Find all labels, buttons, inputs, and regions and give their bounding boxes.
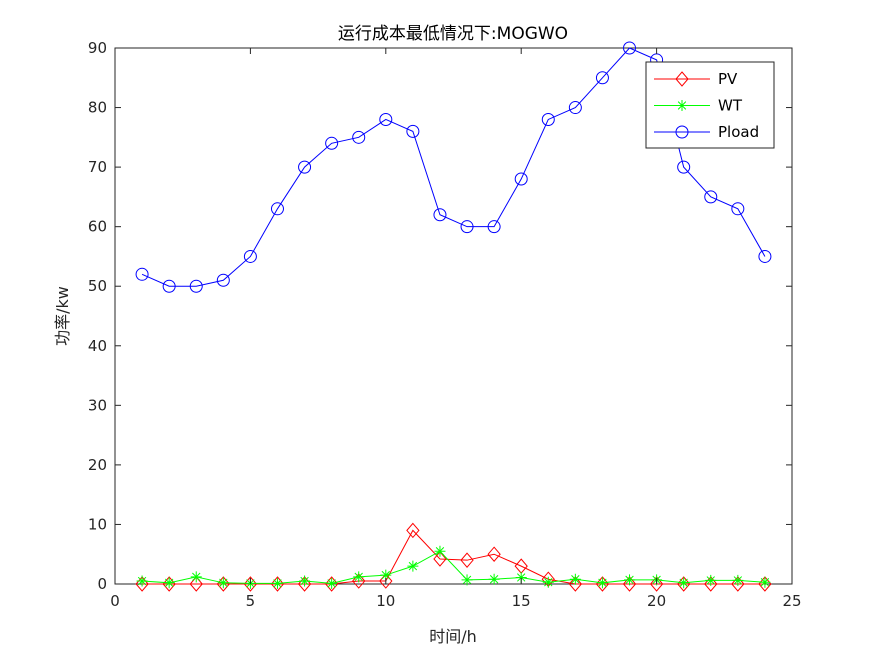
data-point-wt	[542, 576, 554, 588]
x-tick-label: 10	[376, 592, 395, 610]
data-point-wt	[190, 571, 202, 583]
data-point-wt	[732, 574, 744, 586]
data-point-pload	[352, 130, 366, 144]
data-point-pload	[243, 249, 257, 263]
data-point-pv	[352, 573, 366, 589]
data-point-pload	[379, 112, 393, 126]
data-point-wt	[353, 571, 365, 583]
data-point-pload	[406, 124, 420, 138]
data-point-pload	[514, 172, 528, 186]
data-point-wt	[163, 577, 175, 589]
data-point-pload	[216, 273, 230, 287]
data-point-wt	[759, 576, 771, 588]
series-line-pv	[142, 529, 765, 585]
data-point-pload	[731, 202, 745, 216]
x-axis-label: 时间/h	[429, 627, 477, 646]
x-tick-label: 5	[246, 592, 256, 610]
x-tick-label: 15	[512, 592, 531, 610]
data-point-pv	[677, 576, 691, 592]
data-point-pload	[135, 267, 149, 281]
data-point-wt	[705, 574, 717, 586]
legend-marker-pload	[675, 125, 689, 139]
series-wt	[136, 545, 771, 589]
data-point-wt	[515, 571, 527, 583]
legend-marker-wt	[676, 100, 688, 111]
data-point-pv	[270, 576, 285, 592]
data-point-wt	[434, 545, 446, 557]
data-point-pv	[595, 576, 610, 592]
y-tick-label: 20	[88, 456, 107, 474]
data-point-wt	[678, 577, 690, 589]
legend-label-wt: WT	[718, 97, 743, 115]
data-point-pv	[324, 576, 339, 592]
data-point-wt	[624, 574, 636, 586]
legend-label-pload: Pload	[718, 123, 759, 141]
data-point-pv	[731, 576, 745, 592]
data-point-pload	[568, 101, 582, 115]
data-point-wt	[136, 575, 148, 587]
data-point-pv	[487, 546, 501, 562]
x-tick-label: 0	[110, 592, 120, 610]
data-point-wt	[596, 577, 608, 589]
data-point-pv	[704, 576, 718, 592]
data-point-pload	[677, 160, 691, 174]
data-point-pload	[541, 112, 555, 126]
data-point-wt	[407, 560, 419, 572]
data-point-pv	[189, 576, 203, 592]
x-tick-label: 25	[782, 592, 801, 610]
legend-label-pv: PV	[718, 70, 738, 88]
y-tick-label: 60	[88, 218, 107, 236]
y-tick-label: 90	[88, 39, 107, 57]
data-point-pload	[460, 220, 474, 234]
chart-title: 运行成本最低情况下:MOGWO	[338, 24, 568, 44]
data-point-wt	[326, 577, 338, 589]
data-point-pload	[189, 279, 203, 293]
data-point-wt	[461, 574, 473, 586]
y-tick-label: 0	[97, 575, 107, 593]
data-point-pv	[622, 576, 637, 592]
data-point-pv	[649, 576, 664, 592]
data-point-wt	[380, 569, 392, 581]
data-point-pload	[433, 208, 447, 222]
y-tick-label: 30	[88, 396, 107, 414]
data-point-wt	[488, 573, 500, 585]
data-point-wt	[217, 577, 229, 589]
y-tick-label: 80	[88, 99, 107, 117]
data-point-pv	[460, 552, 474, 568]
axes: 0 5 10 15 20 25 0 10 20 30 40 50 60 70 80 90	[88, 39, 802, 610]
y-axis-label: 功率/kw	[53, 286, 72, 346]
y-tick-label: 10	[88, 515, 107, 533]
data-point-pload	[325, 136, 339, 150]
data-point-wt	[299, 575, 311, 587]
data-point-pv	[406, 522, 420, 539]
y-tick-label: 40	[88, 337, 107, 355]
data-point-pload	[162, 279, 176, 293]
y-tick-label: 50	[88, 277, 107, 295]
data-point-wt	[569, 573, 581, 585]
data-point-pv	[243, 576, 258, 592]
data-point-pload	[298, 160, 312, 174]
series-pv	[135, 522, 772, 592]
data-point-pload	[270, 202, 284, 216]
data-point-pload	[704, 190, 718, 204]
x-tick-label: 20	[647, 592, 666, 610]
y-tick-label: 70	[88, 158, 107, 176]
legend: PV WT Pload	[645, 61, 775, 149]
data-point-pv	[568, 576, 583, 592]
legend-marker-pv	[675, 71, 689, 87]
data-point-wt	[271, 577, 283, 589]
data-point-pload	[595, 71, 609, 85]
data-point-pload	[758, 249, 772, 263]
data-point-pload	[623, 41, 637, 55]
data-point-pv	[433, 551, 447, 567]
data-point-pload	[487, 220, 501, 234]
